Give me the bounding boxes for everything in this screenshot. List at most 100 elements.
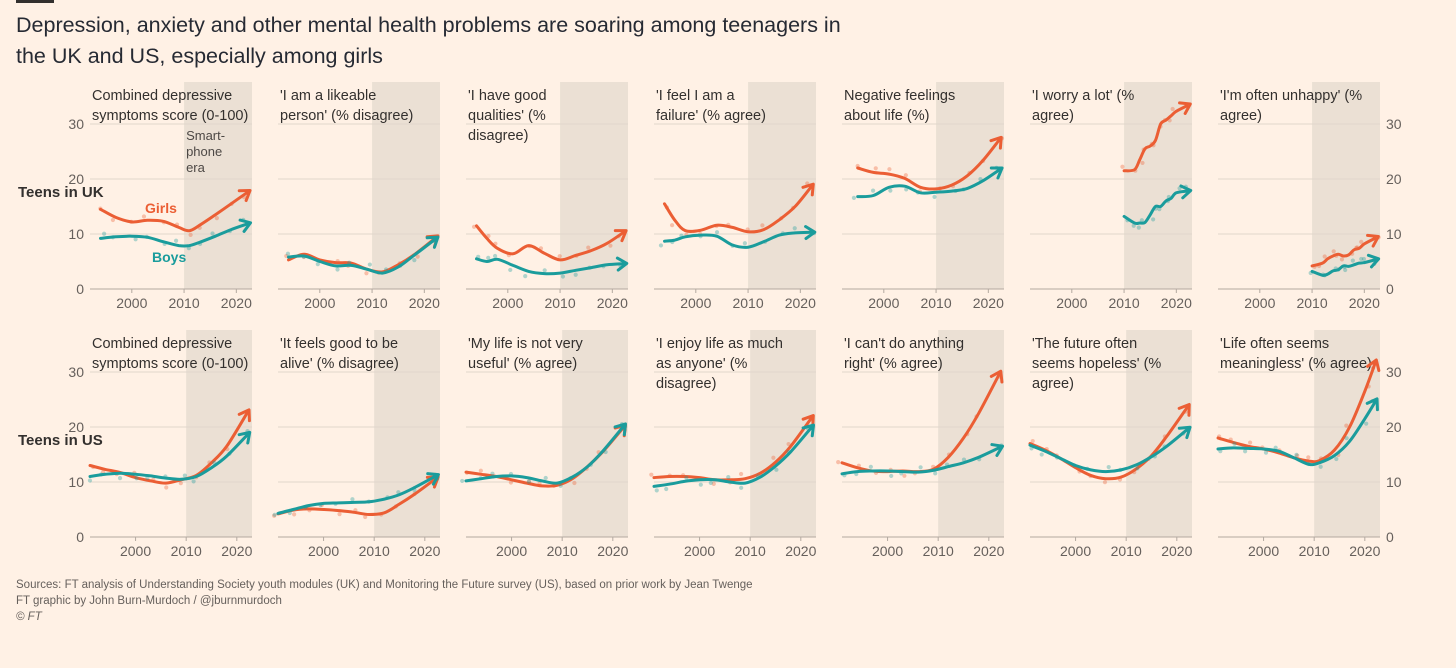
- data-point: [774, 467, 779, 472]
- boys-arrow: [1179, 184, 1193, 200]
- data-point: [698, 482, 703, 487]
- y-tick-label: 20: [68, 171, 84, 187]
- boys-arrow: [615, 256, 629, 272]
- data-point: [1263, 450, 1269, 455]
- panel-title: right' (% agree): [844, 356, 943, 372]
- panel-title: 'I worry a lot' (%: [1032, 88, 1134, 104]
- panel-title: qualities' (%: [468, 108, 546, 124]
- boys-arrow: [613, 422, 628, 437]
- data-point: [918, 465, 923, 470]
- boys-line: [856, 168, 1001, 199]
- x-tick-label: 2000: [1056, 295, 1087, 311]
- x-tick-label: 2020: [973, 295, 1004, 311]
- panel-title: 'I feel I am a: [656, 88, 735, 104]
- data-point: [684, 475, 689, 480]
- girls-arrow: [801, 414, 815, 428]
- boys-arrow: [1366, 253, 1381, 269]
- x-tick-label: 2010: [920, 295, 951, 311]
- data-point: [742, 241, 747, 246]
- x-tick-label: 2000: [304, 295, 335, 311]
- row-label-uk: Teens in UK: [18, 183, 104, 202]
- x-tick-label: 2010: [1299, 543, 1330, 559]
- x-tick-label: 2010: [732, 295, 763, 311]
- y-tick-label: 30: [68, 364, 84, 380]
- panel-title: symptoms score (0-100): [92, 356, 248, 372]
- data-point: [110, 217, 116, 223]
- data-point: [272, 513, 277, 518]
- girls-line: [88, 411, 249, 485]
- data-point: [711, 481, 716, 486]
- boys-line: [1028, 428, 1189, 474]
- data-point: [586, 245, 591, 250]
- panel-title: Negative feelings: [844, 88, 955, 104]
- x-tick-label: 2020: [785, 543, 816, 559]
- panel-title: seems hopeless' (%: [1032, 356, 1161, 372]
- data-point: [133, 237, 138, 242]
- panel-title: disagree): [656, 376, 716, 392]
- x-tick-label: 2010: [1108, 295, 1139, 311]
- boys-arrow: [237, 430, 252, 445]
- data-point: [726, 474, 731, 480]
- data-point: [1359, 256, 1364, 262]
- boys-line: [88, 433, 249, 481]
- girls-arrow: [1366, 358, 1381, 373]
- data-point: [191, 479, 196, 484]
- data-point: [1294, 452, 1299, 457]
- data-point: [608, 243, 613, 248]
- data-point: [1039, 452, 1044, 457]
- boys-line: [652, 426, 813, 488]
- boys-arrow: [426, 472, 440, 486]
- boys-arrow: [804, 225, 817, 241]
- data-point: [478, 468, 483, 473]
- x-tick-label: 2020: [973, 543, 1004, 559]
- panel-title: Combined depressive: [92, 336, 232, 352]
- boys-arrow: [801, 423, 816, 438]
- data-point: [1151, 217, 1156, 222]
- data-point: [739, 471, 744, 477]
- data-point: [658, 243, 664, 248]
- data-point: [1106, 464, 1111, 470]
- data-point: [285, 251, 291, 256]
- boys-line: [1216, 400, 1377, 467]
- panel-title: agree): [1220, 108, 1262, 124]
- y-tick-label: 30: [1386, 116, 1402, 132]
- panel-title: agree): [1032, 376, 1074, 392]
- panel-title: Combined depressive: [92, 88, 232, 104]
- data-point: [868, 464, 873, 469]
- y-tick-label: 10: [68, 474, 84, 490]
- data-point: [178, 481, 183, 486]
- data-point: [771, 455, 776, 460]
- data-point: [1030, 438, 1035, 444]
- girls-arrow: [989, 369, 1004, 384]
- data-point: [87, 478, 93, 483]
- y-tick-label: 20: [68, 419, 84, 435]
- x-tick-label: 2010: [171, 543, 202, 559]
- x-tick-label: 2020: [597, 543, 628, 559]
- boys-arrow: [1365, 397, 1379, 412]
- data-point: [1139, 218, 1144, 223]
- x-tick-label: 2010: [923, 543, 954, 559]
- panel-title: alive' (% disagree): [280, 356, 399, 372]
- data-point: [870, 188, 876, 193]
- data-point: [492, 253, 498, 259]
- data-point: [888, 188, 893, 193]
- data-point: [708, 480, 713, 486]
- girls-arrow: [801, 182, 815, 197]
- girls-line: [652, 417, 813, 482]
- girls-label: Girls: [145, 200, 177, 216]
- girls-arrow: [237, 408, 251, 423]
- x-tick-label: 2010: [1111, 543, 1142, 559]
- data-point: [903, 173, 908, 178]
- data-point: [508, 267, 513, 273]
- panel-title: 'Life often seems: [1220, 336, 1329, 352]
- row-label-us-text: Teens in US: [18, 432, 103, 449]
- data-point: [1361, 256, 1367, 262]
- data-point: [1232, 441, 1237, 446]
- data-point: [1364, 421, 1369, 426]
- data-point: [1136, 225, 1141, 230]
- data-point: [1295, 453, 1300, 458]
- x-tick-label: 2020: [1161, 295, 1192, 311]
- girls-arrow: [1178, 101, 1192, 115]
- data-point: [557, 254, 562, 259]
- data-point: [337, 512, 342, 517]
